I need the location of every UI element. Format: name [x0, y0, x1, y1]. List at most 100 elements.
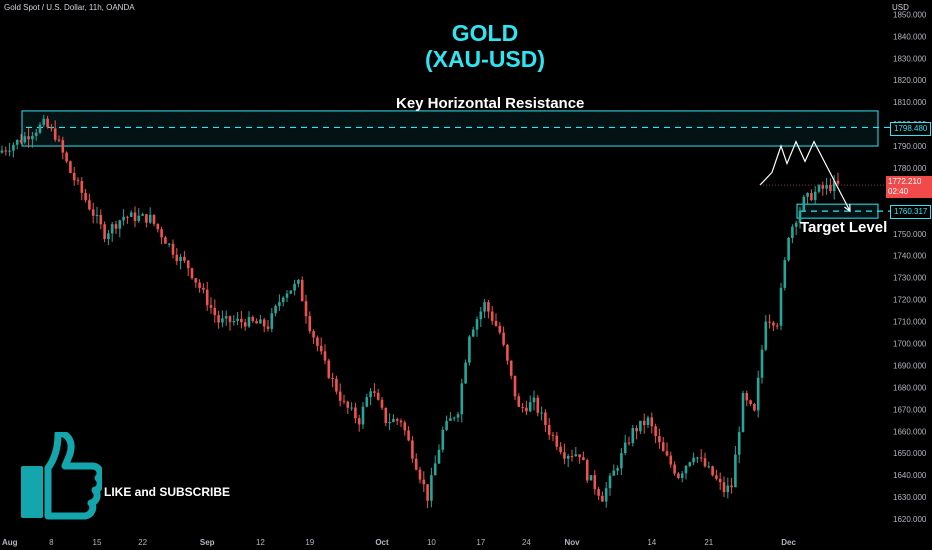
candle-body: [483, 302, 486, 312]
candle-body: [646, 417, 650, 426]
candle-body: [642, 420, 646, 426]
candle-body: [323, 351, 327, 361]
candle-body: [365, 397, 369, 407]
candle-body: [126, 216, 129, 218]
candle-body: [110, 224, 114, 234]
candle-body: [31, 135, 34, 140]
y-tick-label: 1650.000: [893, 449, 927, 458]
candle-body: [357, 418, 361, 425]
candle-body: [270, 313, 274, 329]
candle-body: [236, 318, 239, 321]
candle-body: [680, 473, 684, 478]
x-tick-label: 10: [427, 538, 436, 547]
candle-body: [141, 214, 144, 216]
candle-body: [487, 302, 490, 312]
candle-body: [688, 462, 692, 466]
candle-body: [612, 470, 616, 476]
candle-body: [627, 442, 631, 444]
candle-body: [224, 316, 228, 319]
candle-body: [99, 215, 103, 225]
candle-body: [335, 378, 338, 392]
thumbs-up-icon: [21, 432, 102, 520]
candle-body: [711, 466, 714, 476]
y-tick-label: 1730.000: [893, 274, 927, 283]
candle-body: [145, 214, 148, 223]
candle-body: [707, 466, 711, 468]
currency-label: USD: [892, 3, 909, 12]
x-tick-label: Aug: [2, 538, 18, 547]
y-tick-label: 1790.000: [893, 142, 927, 151]
candle-body: [15, 139, 19, 145]
target-price-badge: 1760.317: [890, 205, 932, 219]
y-tick-label: 1810.000: [893, 98, 927, 107]
candle-body: [764, 321, 768, 350]
last-price-badge: 1772.210 02:40: [886, 176, 932, 198]
resistance-label: Key Horizontal Resistance: [396, 95, 585, 112]
candle-body: [772, 322, 775, 326]
candle-body: [734, 454, 737, 488]
y-tick-label: 1830.000: [893, 54, 927, 63]
candle-body: [407, 430, 410, 441]
candle-body: [593, 475, 597, 490]
candle-body: [817, 185, 821, 192]
x-tick-label: Nov: [564, 538, 580, 547]
candle-body: [164, 237, 167, 244]
candle-body: [768, 321, 771, 323]
candle-body: [749, 400, 752, 404]
symbol-header: Gold Spot / U.S. Dollar, 11h, OANDA: [4, 3, 135, 12]
candle-body: [620, 453, 623, 469]
candle-body: [167, 243, 171, 245]
candle-body: [509, 360, 513, 376]
candle-body: [190, 268, 194, 279]
candle-body: [293, 283, 296, 291]
candle-body: [787, 237, 790, 261]
candle-body: [669, 455, 673, 465]
y-tick-label: 1620.000: [893, 515, 927, 524]
candle-body: [551, 434, 555, 436]
projection-path: [759, 140, 851, 212]
candle-body: [373, 391, 376, 393]
candle-body: [369, 391, 372, 398]
candle-body: [205, 289, 209, 306]
candle-body: [380, 399, 384, 408]
candle-body: [4, 150, 8, 152]
candle-body: [810, 192, 813, 201]
candle-body: [475, 319, 479, 330]
candle-body: [673, 464, 676, 474]
candle-body: [753, 403, 756, 411]
candle-body: [582, 457, 585, 461]
x-tick-label: Dec: [781, 538, 796, 547]
x-tick-label: 21: [704, 538, 713, 547]
candle-body: [84, 192, 87, 201]
y-tick-label: 1740.000: [893, 252, 927, 261]
candle-body: [756, 377, 760, 411]
candle-body: [418, 469, 422, 480]
x-tick-label: 24: [522, 538, 531, 547]
target-label: Target Level: [800, 219, 888, 236]
candle-body: [46, 118, 49, 128]
candle-body: [737, 432, 741, 455]
candle-body: [69, 161, 72, 173]
candle-body: [760, 349, 764, 378]
candle-body: [285, 293, 289, 298]
candle-body: [650, 417, 654, 427]
candle-body: [445, 420, 448, 430]
candle-body: [240, 318, 243, 323]
countdown-timer: 02:40: [888, 187, 909, 196]
y-tick-label: 1680.000: [893, 383, 927, 392]
candle-body: [601, 495, 604, 502]
candle-body: [213, 307, 217, 316]
x-tick-label: Sep: [200, 538, 215, 547]
candle-body: [494, 320, 498, 326]
candle-body: [319, 345, 323, 352]
candle-body: [274, 305, 277, 314]
candle-body: [0, 150, 4, 153]
candle-body: [209, 305, 213, 308]
candle-body: [103, 224, 106, 240]
candle-body: [346, 401, 350, 408]
candle-body: [278, 302, 281, 306]
candle-body: [574, 454, 578, 457]
candle-body: [832, 180, 836, 192]
candle-body: [677, 473, 680, 478]
